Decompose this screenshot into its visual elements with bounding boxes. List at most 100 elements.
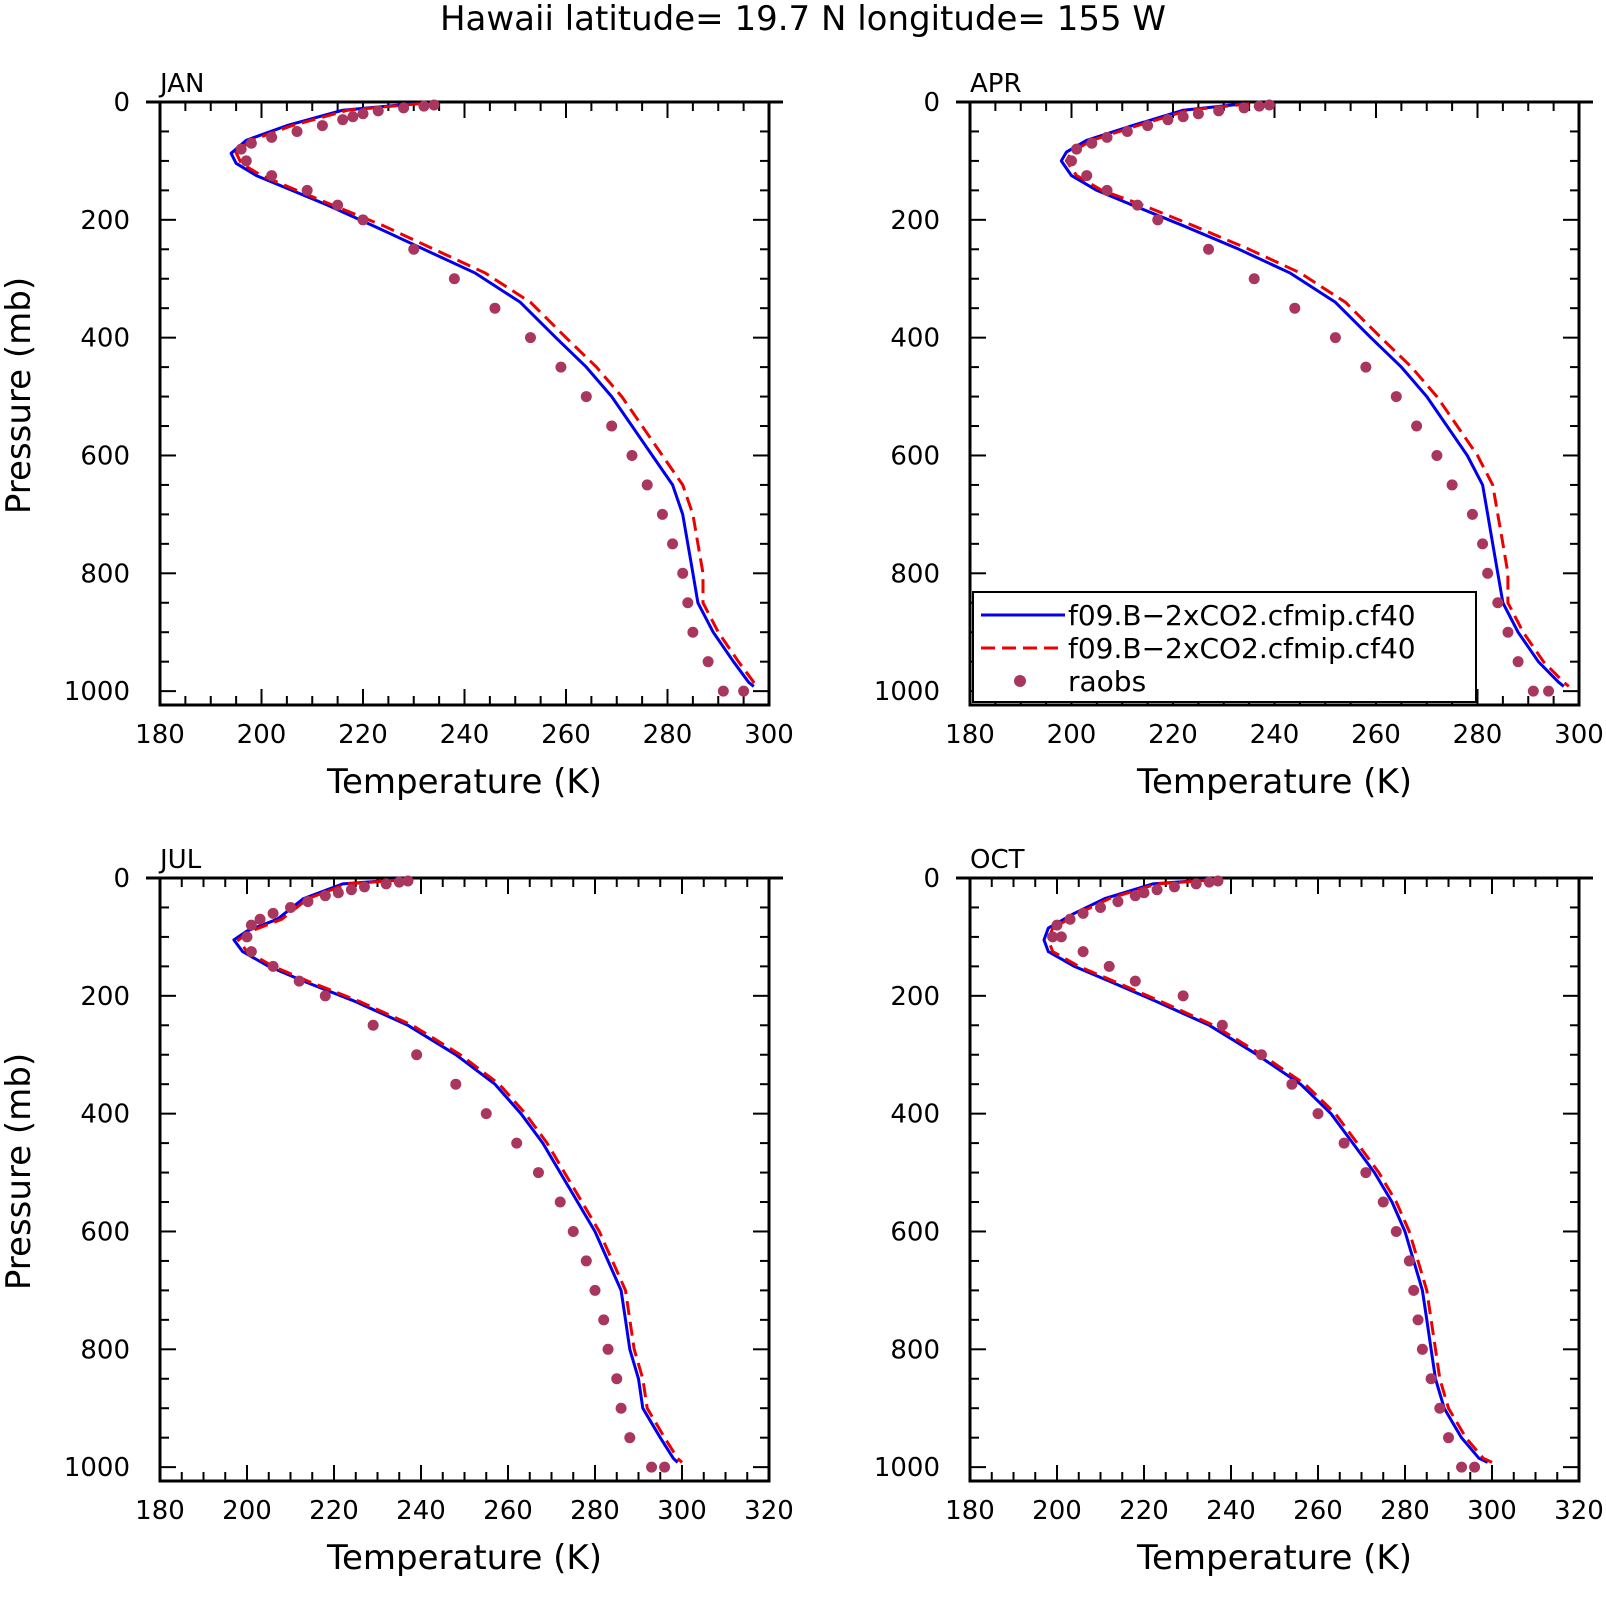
raobs-point <box>367 1019 379 1031</box>
raobs-point <box>267 960 279 972</box>
raobs-point <box>301 184 313 196</box>
raobs-point <box>332 887 344 899</box>
raobs-point <box>606 420 618 432</box>
raobs-point <box>1466 508 1478 520</box>
y-tick-label: 200 <box>890 982 940 1012</box>
raobs-point <box>1192 108 1204 120</box>
plot-frame <box>968 876 1581 1483</box>
raobs-point <box>1177 111 1189 123</box>
raobs-point <box>602 1343 614 1355</box>
raobs-point <box>266 131 278 143</box>
y-tick-label: 400 <box>80 1100 130 1130</box>
x-tick-label: 300 <box>744 720 794 750</box>
raobs-point <box>1103 960 1115 972</box>
raobs-point <box>1377 1196 1389 1208</box>
series-line-dashed <box>1046 878 1493 1464</box>
raobs-point <box>1390 391 1402 403</box>
raobs-point <box>641 479 653 491</box>
y-tick-label: 400 <box>80 324 130 354</box>
raobs-point <box>1138 887 1150 899</box>
raobs-point <box>1177 990 1189 1002</box>
panel-label: JUL <box>158 845 202 875</box>
raobs-point <box>489 302 501 314</box>
raobs-point <box>1312 1108 1324 1120</box>
y-tick-label: 0 <box>923 864 940 894</box>
raobs-point <box>235 143 247 155</box>
x-tick-label: 180 <box>945 1496 995 1526</box>
raobs-point <box>319 890 331 902</box>
raobs-point <box>1543 685 1555 697</box>
y-tick-label: 800 <box>80 559 130 589</box>
raobs-point <box>1142 120 1154 132</box>
x-axis-title: Temperature (K) <box>1136 1538 1412 1578</box>
raobs-point <box>1216 1019 1228 1031</box>
raobs-point <box>1477 538 1489 550</box>
y-tick-label: 800 <box>80 1335 130 1365</box>
y-tick-label: 0 <box>923 88 940 118</box>
raobs-point <box>532 1167 544 1179</box>
series-line-solid <box>229 102 755 688</box>
raobs-point <box>626 449 638 461</box>
legend: f09.B−2xCO2.cfmip.cf40f09.B−2xCO2.cfmip.… <box>972 591 1477 703</box>
raobs-point <box>1086 137 1098 149</box>
x-tick-label: 240 <box>1206 1496 1256 1526</box>
raobs-point <box>267 907 279 919</box>
x-tick-label: 200 <box>237 720 287 750</box>
raobs-point <box>624 1432 636 1444</box>
raobs-point <box>402 875 414 887</box>
raobs-point <box>702 656 714 668</box>
raobs-point <box>511 1137 523 1149</box>
raobs-point <box>1071 143 1083 155</box>
x-tick-label: 220 <box>338 720 388 750</box>
raobs-point <box>1238 102 1250 114</box>
legend-label: f09.B−2xCO2.cfmip.cf40 <box>1068 599 1416 632</box>
raobs-point <box>393 876 405 888</box>
raobs-point <box>1527 685 1539 697</box>
y-tick-label: 1000 <box>64 677 130 707</box>
x-tick-label: 220 <box>309 1496 359 1526</box>
raobs-point <box>1129 890 1141 902</box>
raobs-point <box>1416 1343 1428 1355</box>
raobs-point <box>1101 131 1113 143</box>
raobs-point <box>285 901 296 913</box>
x-tick-label: 280 <box>1380 1496 1430 1526</box>
raobs-point <box>615 1402 627 1414</box>
y-tick-label: 600 <box>80 1217 130 1247</box>
y-tick-label: 200 <box>80 982 130 1012</box>
raobs-point <box>1263 99 1275 111</box>
y-tick-label: 800 <box>890 559 940 589</box>
raobs-point <box>646 1461 658 1473</box>
raobs-point <box>1443 1432 1454 1444</box>
x-tick-label: 180 <box>135 1496 185 1526</box>
x-tick-label: 180 <box>135 720 185 750</box>
x-tick-label: 280 <box>570 1496 620 1526</box>
raobs-point <box>240 155 252 167</box>
raobs-point <box>580 1255 592 1267</box>
raobs-point <box>1329 332 1341 344</box>
raobs-point <box>682 597 694 609</box>
raobs-point <box>1129 975 1141 987</box>
y-axis-title: Pressure (mb) <box>0 277 39 514</box>
raobs-point <box>480 1108 492 1120</box>
raobs-point <box>1051 919 1063 931</box>
raobs-point <box>245 919 257 931</box>
raobs-point <box>717 685 729 697</box>
x-tick-label: 300 <box>1467 1496 1517 1526</box>
y-tick-label: 600 <box>890 1217 940 1247</box>
raobs-point <box>411 1049 423 1061</box>
x-tick-label: 260 <box>541 720 591 750</box>
y-tick-label: 1000 <box>874 1453 940 1483</box>
raobs-point <box>580 391 592 403</box>
raobs-point <box>1403 1255 1415 1267</box>
raobs-point <box>1408 1284 1420 1296</box>
raobs-point <box>567 1225 579 1237</box>
raobs-point <box>1502 626 1514 638</box>
raobs-point <box>1151 884 1163 896</box>
raobs-point <box>1492 597 1504 609</box>
raobs-point <box>319 990 331 1002</box>
raobs-point <box>245 946 257 958</box>
raobs-point <box>1077 907 1089 919</box>
x-tick-label: 300 <box>657 1496 707 1526</box>
raobs-point <box>1289 302 1301 314</box>
raobs-point <box>1286 1078 1298 1090</box>
